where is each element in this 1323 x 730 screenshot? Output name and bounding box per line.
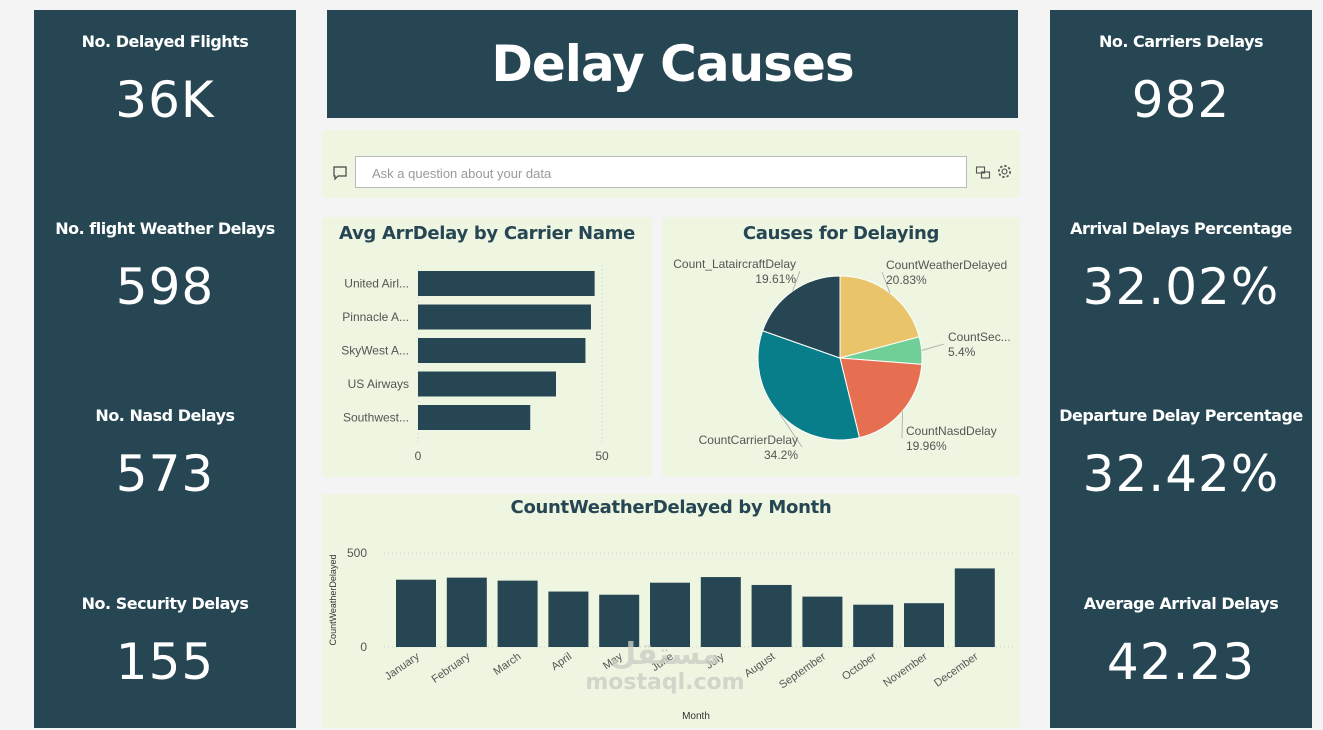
- pie-slice: [839, 275, 920, 359]
- slice-label: CountSec...: [948, 330, 1011, 344]
- kpi-weather-delays: No. flight Weather Delays 598: [34, 219, 296, 316]
- kpi-label: No. flight Weather Delays: [55, 219, 275, 238]
- kpi-value: 573: [115, 445, 215, 503]
- bar: [548, 591, 589, 647]
- x-tick-label: July: [704, 650, 727, 671]
- kpi-value: 32.42%: [1082, 445, 1280, 503]
- carrier-delay-chart-panel: Avg ArrDelay by Carrier Name United Airl…: [322, 217, 652, 477]
- kpi-delayed-flights: No. Delayed Flights 36K: [34, 32, 296, 129]
- bar: [802, 596, 843, 647]
- x-tick-label: March: [491, 651, 523, 678]
- bar: [599, 594, 640, 647]
- pie-slice: [757, 330, 861, 441]
- share-icon[interactable]: [975, 164, 991, 184]
- kpi-label: No. Security Delays: [81, 594, 249, 613]
- qa-visual: Ask a question about your data: [322, 130, 1020, 198]
- bar: [853, 604, 894, 647]
- bar: [418, 338, 586, 363]
- slice-percent: 34.2%: [764, 448, 798, 462]
- left-kpi-column: No. Delayed Flights 36K No. flight Weath…: [34, 10, 296, 728]
- kpi-label: No. Carriers Delays: [1098, 32, 1264, 51]
- kpi-value: 36K: [115, 71, 215, 129]
- x-tick-label: January: [383, 650, 422, 683]
- bar: [650, 582, 690, 647]
- slice-label: CountNasdDelay: [906, 424, 997, 438]
- kpi-value: 42.23: [1106, 633, 1256, 691]
- slice-percent: 5.4%: [948, 345, 976, 359]
- carrier-bar-chart: United Airl... Pinnacle A... SkyWest A... U…: [341, 265, 609, 463]
- chart-title: Causes for Delaying: [742, 223, 940, 244]
- x-tick-label: 50: [595, 449, 609, 463]
- kpi-value: 598: [115, 258, 215, 316]
- y-tick-label: Southwest...: [343, 411, 409, 425]
- x-tick-label: September: [777, 650, 828, 691]
- leader-line: [881, 271, 891, 294]
- kpi-value: 32.02%: [1082, 258, 1280, 316]
- kpi-avg-arrival-delay: Average Arrival Delays 42.23: [1050, 594, 1312, 691]
- kpi-label: No. Delayed Flights: [81, 32, 249, 51]
- slice-percent: 19.96%: [906, 439, 947, 453]
- y-tick-label: United Airl...: [344, 277, 409, 291]
- slice-label: CountWeatherDelayed: [886, 258, 1007, 272]
- leader-line: [778, 412, 803, 448]
- dashboard-title-banner: Delay Causes: [327, 10, 1018, 118]
- kpi-label: Departure Delay Percentage: [1059, 406, 1303, 425]
- slice-label: Count_LataircraftDelay: [673, 257, 796, 271]
- slice-label: CountCarrierDelay: [699, 433, 798, 447]
- kpi-label: Arrival Delays Percentage: [1070, 219, 1292, 238]
- x-axis-title: Month: [682, 711, 710, 722]
- bar: [418, 304, 591, 330]
- monthly-weather-chart-panel: CountWeatherDelayed by Month 500 0 CountWe…: [322, 494, 1020, 728]
- bar: [751, 584, 792, 647]
- bar: [418, 371, 556, 397]
- bar: [497, 580, 538, 647]
- x-tick-label: August: [742, 651, 777, 680]
- y-tick-label: 0: [360, 640, 367, 654]
- y-tick-label: Pinnacle A...: [342, 310, 409, 324]
- slice-percent: 20.83%: [886, 273, 927, 287]
- x-tick-label: 0: [415, 449, 422, 463]
- kpi-nasd-delays: No. Nasd Delays 573: [34, 406, 296, 503]
- bar: [904, 603, 944, 647]
- bar: [396, 579, 436, 647]
- slice-percent: 19.61%: [755, 272, 796, 286]
- x-tick-label: June: [649, 651, 675, 675]
- chart-title: Avg ArrDelay by Carrier Name: [338, 223, 636, 244]
- gear-icon[interactable]: [996, 163, 1013, 184]
- y-tick-label: US Airways: [348, 377, 409, 391]
- leader-line: [792, 270, 801, 292]
- right-kpi-column: No. Carriers Delays 982 Arrival Delays P…: [1050, 10, 1312, 728]
- qa-search-input[interactable]: Ask a question about your data: [355, 156, 967, 188]
- kpi-security-delays: No. Security Delays 155: [34, 594, 296, 691]
- bar: [700, 577, 741, 647]
- bar: [418, 271, 595, 296]
- y-axis-title: CountWeatherDelayed: [328, 555, 338, 646]
- x-tick-label: October: [840, 650, 879, 682]
- y-tick-label: SkyWest A...: [341, 344, 409, 358]
- kpi-arrival-delay-pct: Arrival Delays Percentage 32.02%: [1050, 219, 1312, 316]
- bar: [418, 405, 531, 430]
- x-tick-label: December: [932, 650, 981, 689]
- page-title: Delay Causes: [491, 35, 854, 93]
- x-tick-label: November: [881, 650, 930, 689]
- chat-icon[interactable]: [332, 165, 348, 185]
- delay-causes-chart-panel: Causes for Delaying CountWeatherDelayed 2…: [662, 217, 1020, 477]
- y-tick-label: 500: [347, 546, 367, 560]
- kpi-carrier-delays: No. Carriers Delays 982: [1050, 32, 1312, 129]
- kpi-value: 982: [1131, 71, 1231, 129]
- kpi-label: Average Arrival Delays: [1083, 594, 1279, 613]
- leader-line: [921, 343, 945, 351]
- bar: [446, 577, 487, 647]
- chart-title: CountWeatherDelayed by Month: [510, 497, 832, 518]
- kpi-value: 155: [115, 633, 215, 691]
- bar: [954, 568, 995, 647]
- x-tick-label: April: [549, 651, 574, 673]
- x-tick-label: May: [601, 650, 625, 672]
- x-tick-label: February: [430, 650, 473, 685]
- kpi-label: No. Nasd Delays: [95, 406, 235, 425]
- monthly-weather-bar-chart: 500 0 CountWeatherDelayed January February Ma…: [328, 546, 1016, 722]
- kpi-departure-delay-pct: Departure Delay Percentage 32.42%: [1050, 406, 1312, 503]
